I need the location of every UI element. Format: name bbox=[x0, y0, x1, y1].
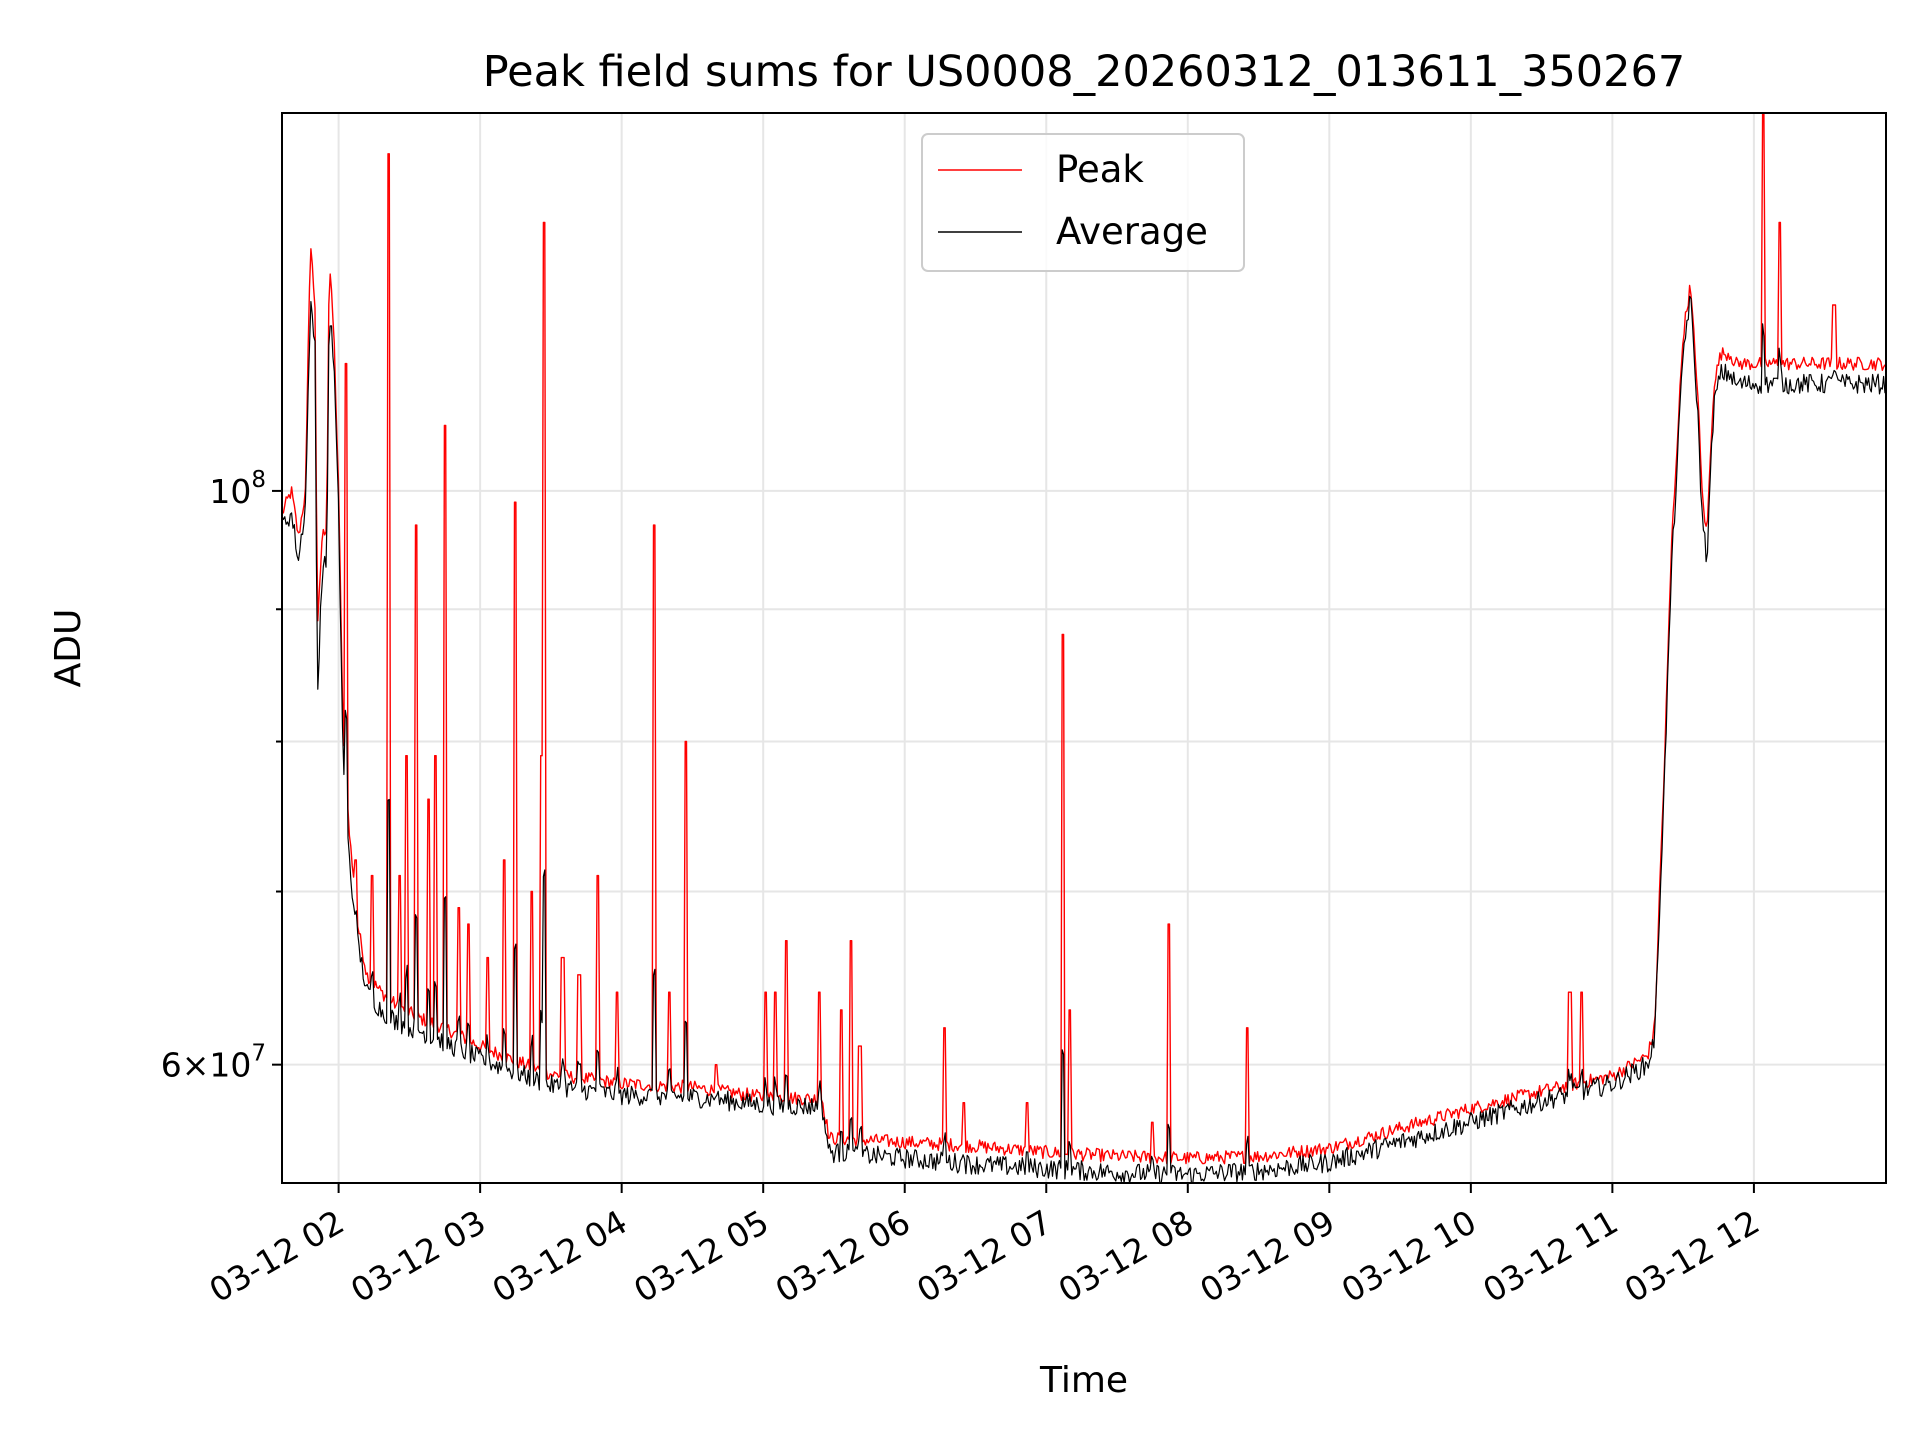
series-line-peak bbox=[282, 113, 1886, 1165]
legend-label-average: Average bbox=[1056, 210, 1208, 253]
plot-frame bbox=[281, 112, 1887, 1184]
legend: Peak Average bbox=[921, 133, 1245, 272]
x-axis-label: Time bbox=[1039, 1360, 1128, 1401]
legend-label-peak: Peak bbox=[1056, 148, 1144, 191]
y-tick-label: 6×107 bbox=[161, 1041, 266, 1085]
y-axis-label: ADU bbox=[48, 609, 89, 688]
plot-area bbox=[282, 113, 1886, 1183]
series-line-average bbox=[282, 295, 1886, 1183]
legend-box bbox=[921, 133, 1245, 272]
grid bbox=[282, 113, 1886, 1183]
chart-title: Peak field sums for US0008_20260312_0136… bbox=[483, 47, 1686, 97]
